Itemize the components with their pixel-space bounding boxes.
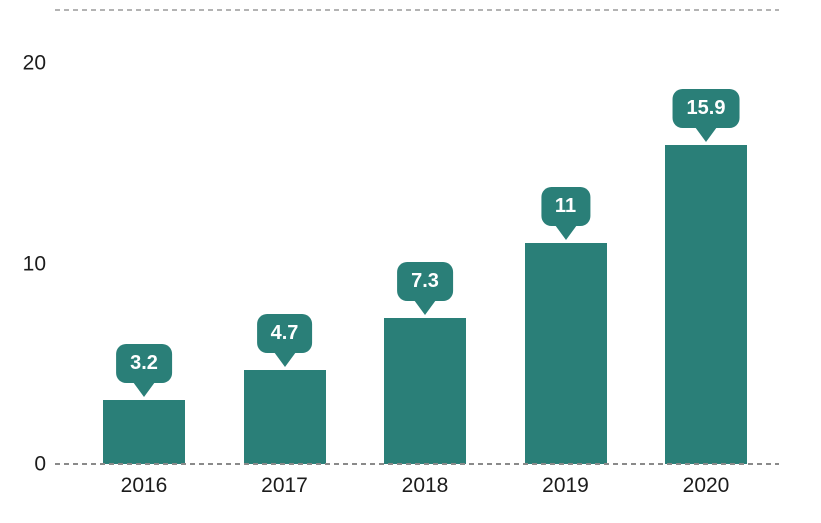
- bar-2018: [384, 317, 466, 464]
- bar-value-bubble: 3.2: [116, 343, 172, 383]
- bar-value-bubble: 11: [540, 187, 591, 227]
- bar-2019: [524, 243, 607, 464]
- bar-value-bubble: 4.7: [256, 313, 313, 353]
- bar-2017: [243, 369, 326, 464]
- bubble-pointer: [554, 225, 577, 241]
- bar-2020: [665, 145, 747, 464]
- bar-value-bubble: 7.3: [397, 261, 453, 301]
- bubble-pointer: [133, 381, 155, 397]
- x-tick-label: 2017: [261, 474, 308, 497]
- bar-value-bubble: 15.9: [672, 89, 740, 129]
- zero-axis-line: [55, 463, 779, 465]
- x-tick-label: 2020: [682, 474, 730, 497]
- x-tick-label: 2019: [542, 474, 589, 497]
- bubble-pointer: [273, 351, 296, 367]
- x-tick-label: 2016: [120, 474, 168, 497]
- bubble-pointer: [414, 299, 436, 315]
- y-tick-label: 0: [34, 452, 46, 476]
- bar-2016: [103, 399, 185, 464]
- top-gridline: [55, 9, 779, 11]
- y-tick-label: 20: [22, 51, 46, 75]
- y-tick-label: 10: [22, 252, 46, 275]
- bubble-pointer: [695, 127, 717, 143]
- x-tick-label: 2018: [401, 474, 449, 497]
